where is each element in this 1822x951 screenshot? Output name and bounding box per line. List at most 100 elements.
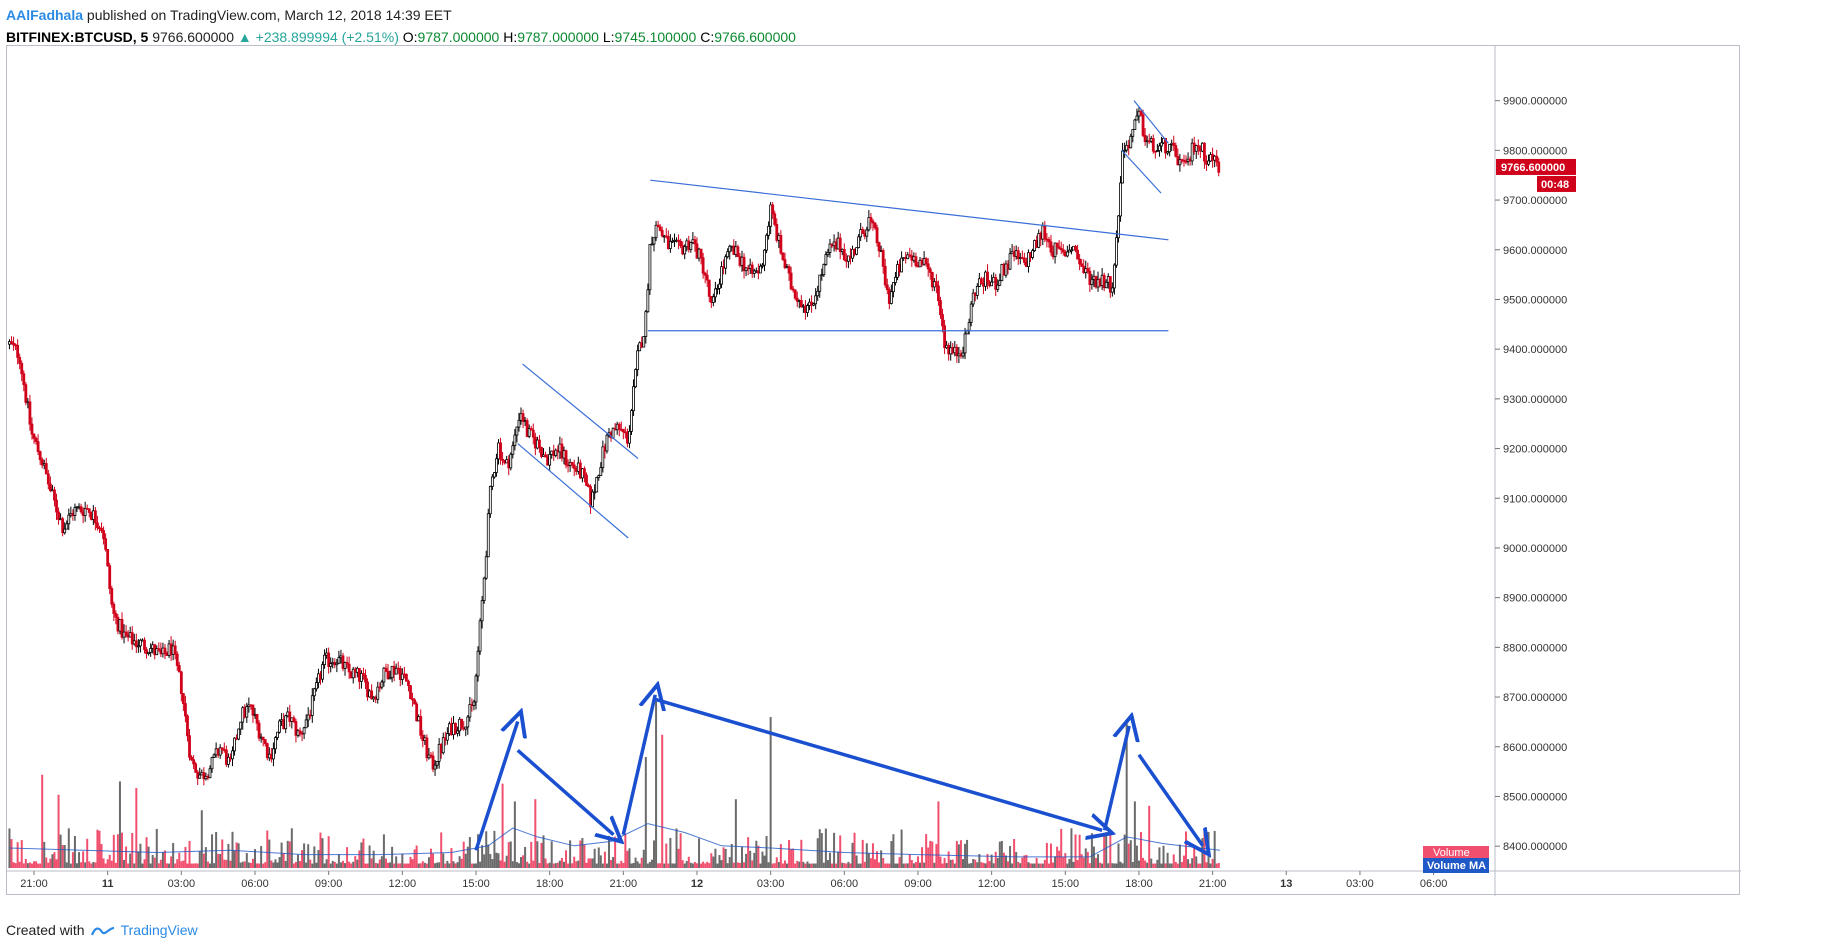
volume-bar [352, 861, 355, 868]
candle-body [202, 772, 206, 780]
chart-frame[interactable]: 9900.000000 9800.000000 9700.000000 9600.00… [6, 45, 1741, 896]
volume-bar [806, 861, 809, 868]
symbol-label[interactable]: BITFINEX:BTCUSD, 5 [6, 29, 149, 45]
candle-body [419, 716, 423, 736]
volume-bar [147, 846, 150, 868]
candle-body [799, 300, 803, 308]
candle-body [861, 229, 865, 234]
volume-bar [57, 794, 60, 868]
candle-body [1135, 115, 1139, 121]
candle-body [1119, 182, 1122, 217]
volume-bar [1111, 863, 1114, 868]
candle-body [1016, 250, 1020, 259]
price-tick-label: 8700.000000 [1503, 692, 1567, 704]
volume-bar [603, 851, 606, 868]
volume-bar [704, 863, 707, 868]
candle-body [816, 290, 820, 297]
candle-body [476, 650, 480, 677]
volume-bar [945, 863, 948, 868]
volume-bar [1182, 855, 1185, 868]
candle-body [926, 263, 930, 270]
volume-bar [700, 863, 703, 868]
candle-body [787, 266, 791, 274]
volume-bar [1031, 863, 1034, 868]
volume-bar [626, 850, 629, 868]
volume-bar [544, 858, 547, 868]
price-tick-label: 9300.000000 [1503, 394, 1567, 406]
volume-bar [387, 862, 390, 868]
candle-body [30, 423, 34, 435]
volume-bar [865, 843, 868, 868]
volume-bar [1131, 861, 1134, 868]
candle-body [388, 677, 392, 680]
publish-line: AAlFadhala published on TradingView.com,… [6, 4, 796, 26]
volume-bar [1162, 845, 1165, 868]
tradingview-link[interactable]: TradingView [120, 922, 198, 938]
volume-arrow-4 [654, 697, 1102, 830]
candle-body [1158, 145, 1161, 151]
volume-bar [1119, 861, 1122, 868]
volume-bar [528, 863, 531, 868]
candle-body [110, 588, 114, 605]
volume-bar [380, 856, 383, 868]
candle-body [591, 491, 595, 508]
candle-body [969, 303, 973, 323]
volume-bar [61, 845, 64, 868]
price-chart[interactable]: 9900.000000 9800.000000 9700.000000 9600.00… [7, 46, 1741, 896]
volume-bar [405, 863, 408, 868]
volume-bar [542, 835, 545, 868]
volume-bar [900, 829, 903, 868]
candle-body [145, 649, 148, 654]
candle-body [1008, 253, 1012, 270]
price-tick-label: 8900.000000 [1503, 593, 1567, 605]
candle-body [713, 288, 717, 298]
volume-bar [925, 834, 928, 868]
candle-body [939, 300, 942, 316]
candle-body [298, 730, 302, 734]
volume-bar [120, 832, 123, 868]
volume-bar [427, 857, 430, 868]
candle-body [971, 292, 975, 305]
volume-bar [450, 848, 453, 868]
volume-bar [432, 853, 435, 868]
tradingview-logo-icon[interactable] [90, 924, 115, 936]
volume-bar [710, 853, 713, 868]
candle-body [677, 239, 680, 242]
author-link[interactable]: AAlFadhala [6, 7, 84, 23]
volume-bar [759, 863, 762, 868]
volume-bar [333, 861, 336, 868]
countdown-tag [1537, 175, 1576, 192]
volume-bar [849, 863, 852, 868]
candle-body [1164, 137, 1167, 154]
candle-body [759, 265, 762, 274]
volume-bar [417, 863, 420, 868]
candle-body [79, 506, 83, 513]
candle-body [889, 291, 893, 304]
volume-bar [438, 862, 441, 868]
volume-bar [299, 861, 302, 868]
volume-bar [612, 857, 615, 868]
volume-bar [487, 844, 490, 868]
volume-bar [186, 863, 189, 868]
volume-bar [241, 861, 244, 868]
candle-body [96, 522, 99, 529]
volume-bar [1172, 854, 1175, 868]
volume-bar [296, 854, 299, 868]
volume-bar [804, 863, 807, 868]
candle-body [1055, 242, 1059, 248]
candle-body [705, 274, 709, 281]
candle-body [149, 647, 153, 653]
volume-bar [638, 863, 641, 868]
volume-bar [814, 863, 817, 868]
volume-bar [538, 863, 541, 868]
volume-bar [208, 863, 211, 868]
candle-body [292, 717, 296, 722]
candle-body [175, 653, 179, 666]
candle-body [779, 235, 783, 254]
volume-bar [479, 861, 482, 868]
volume-bar [1180, 862, 1183, 868]
candle-body [343, 662, 347, 669]
volume-arrow-5 [1102, 726, 1130, 831]
candle-body [163, 647, 167, 654]
candle-body [32, 433, 36, 439]
